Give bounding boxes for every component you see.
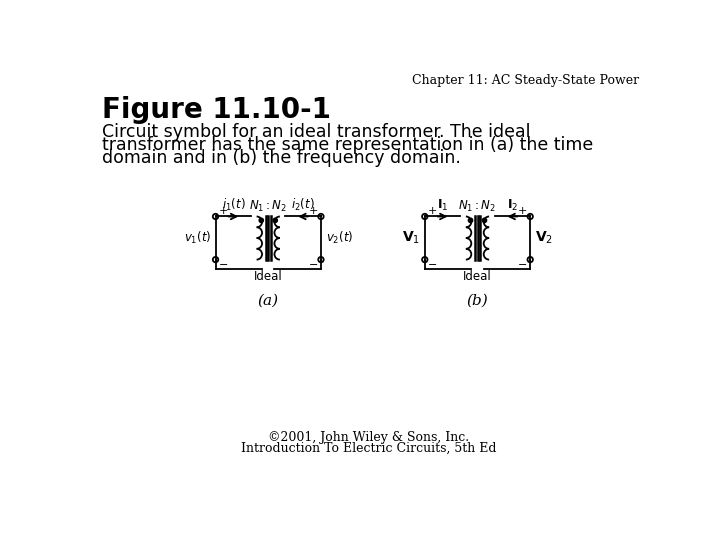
Text: Ideal: Ideal [254, 271, 283, 284]
Circle shape [273, 218, 277, 222]
Text: Circuit symbol for an ideal transformer. The ideal: Circuit symbol for an ideal transformer.… [102, 123, 530, 140]
Text: domain and in (b) the frequency domain.: domain and in (b) the frequency domain. [102, 148, 461, 167]
Text: $\mathbf{I}_1$: $\mathbf{I}_1$ [437, 198, 449, 213]
Text: Introduction To Electric Circuits, 5th Ed: Introduction To Electric Circuits, 5th E… [241, 441, 497, 455]
Text: +: + [518, 206, 527, 215]
Text: −: − [428, 260, 437, 271]
Text: (b): (b) [467, 294, 488, 307]
Circle shape [259, 218, 264, 222]
Text: $\mathbf{I}_2$: $\mathbf{I}_2$ [507, 198, 518, 213]
Text: +: + [219, 206, 228, 215]
Text: $N_1 : N_2$: $N_1 : N_2$ [249, 199, 287, 214]
Text: +: + [428, 206, 437, 215]
Text: Ideal: Ideal [463, 271, 492, 284]
Circle shape [468, 218, 473, 222]
Text: Chapter 11: AC Steady-State Power: Chapter 11: AC Steady-State Power [412, 74, 639, 87]
Text: transformer has the same representation in (a) the time: transformer has the same representation … [102, 136, 593, 154]
Text: $N_1 : N_2$: $N_1 : N_2$ [459, 199, 497, 214]
Text: ©2001, John Wiley & Sons, Inc.: ©2001, John Wiley & Sons, Inc. [269, 430, 469, 444]
Text: $v_2(t)$: $v_2(t)$ [325, 230, 353, 246]
Text: $\mathbf{V}_2$: $\mathbf{V}_2$ [535, 230, 553, 246]
Text: +: + [308, 206, 318, 215]
Text: −: − [219, 260, 228, 271]
Text: −: − [308, 260, 318, 271]
Circle shape [482, 218, 487, 222]
Text: $\mathbf{V}_1$: $\mathbf{V}_1$ [402, 230, 420, 246]
Text: Figure 11.10-1: Figure 11.10-1 [102, 96, 330, 124]
Text: $i_2(t)$: $i_2(t)$ [292, 197, 315, 213]
Text: −: − [518, 260, 527, 271]
Text: (a): (a) [258, 294, 279, 307]
Text: $i_1(t)$: $i_1(t)$ [222, 197, 246, 213]
Text: $v_1(t)$: $v_1(t)$ [184, 230, 211, 246]
